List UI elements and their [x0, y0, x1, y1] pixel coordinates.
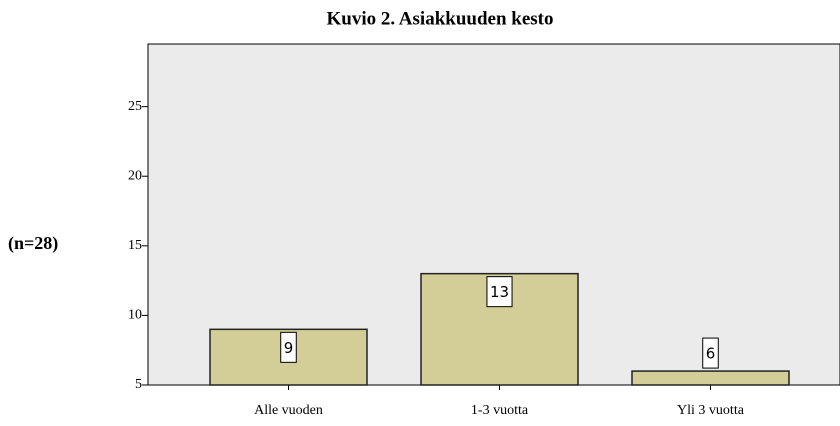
value-label-box: [280, 331, 297, 363]
x-tick-label: Alle vuoden: [254, 403, 323, 418]
bar: [631, 370, 790, 386]
y-tick-label: 25: [128, 99, 142, 114]
y-tick-label: 15: [128, 238, 142, 253]
value-label: 6: [706, 345, 716, 363]
x-tick-label: Yli 3 vuotta: [677, 403, 745, 418]
x-tick-label: 1-3 vuotta: [471, 403, 529, 418]
value-label: 9: [284, 339, 294, 357]
y-tick-label: 10: [128, 308, 142, 323]
value-label-box: [486, 276, 513, 308]
chart-title: Kuvio 2. Asiakkuuden kesto: [326, 8, 553, 29]
y-axis-label: (n=28): [8, 233, 58, 254]
value-label: 13: [490, 283, 509, 301]
y-tick-label: 20: [128, 168, 142, 183]
y-tick-label: 5: [135, 377, 142, 392]
value-label-box: [702, 337, 719, 369]
